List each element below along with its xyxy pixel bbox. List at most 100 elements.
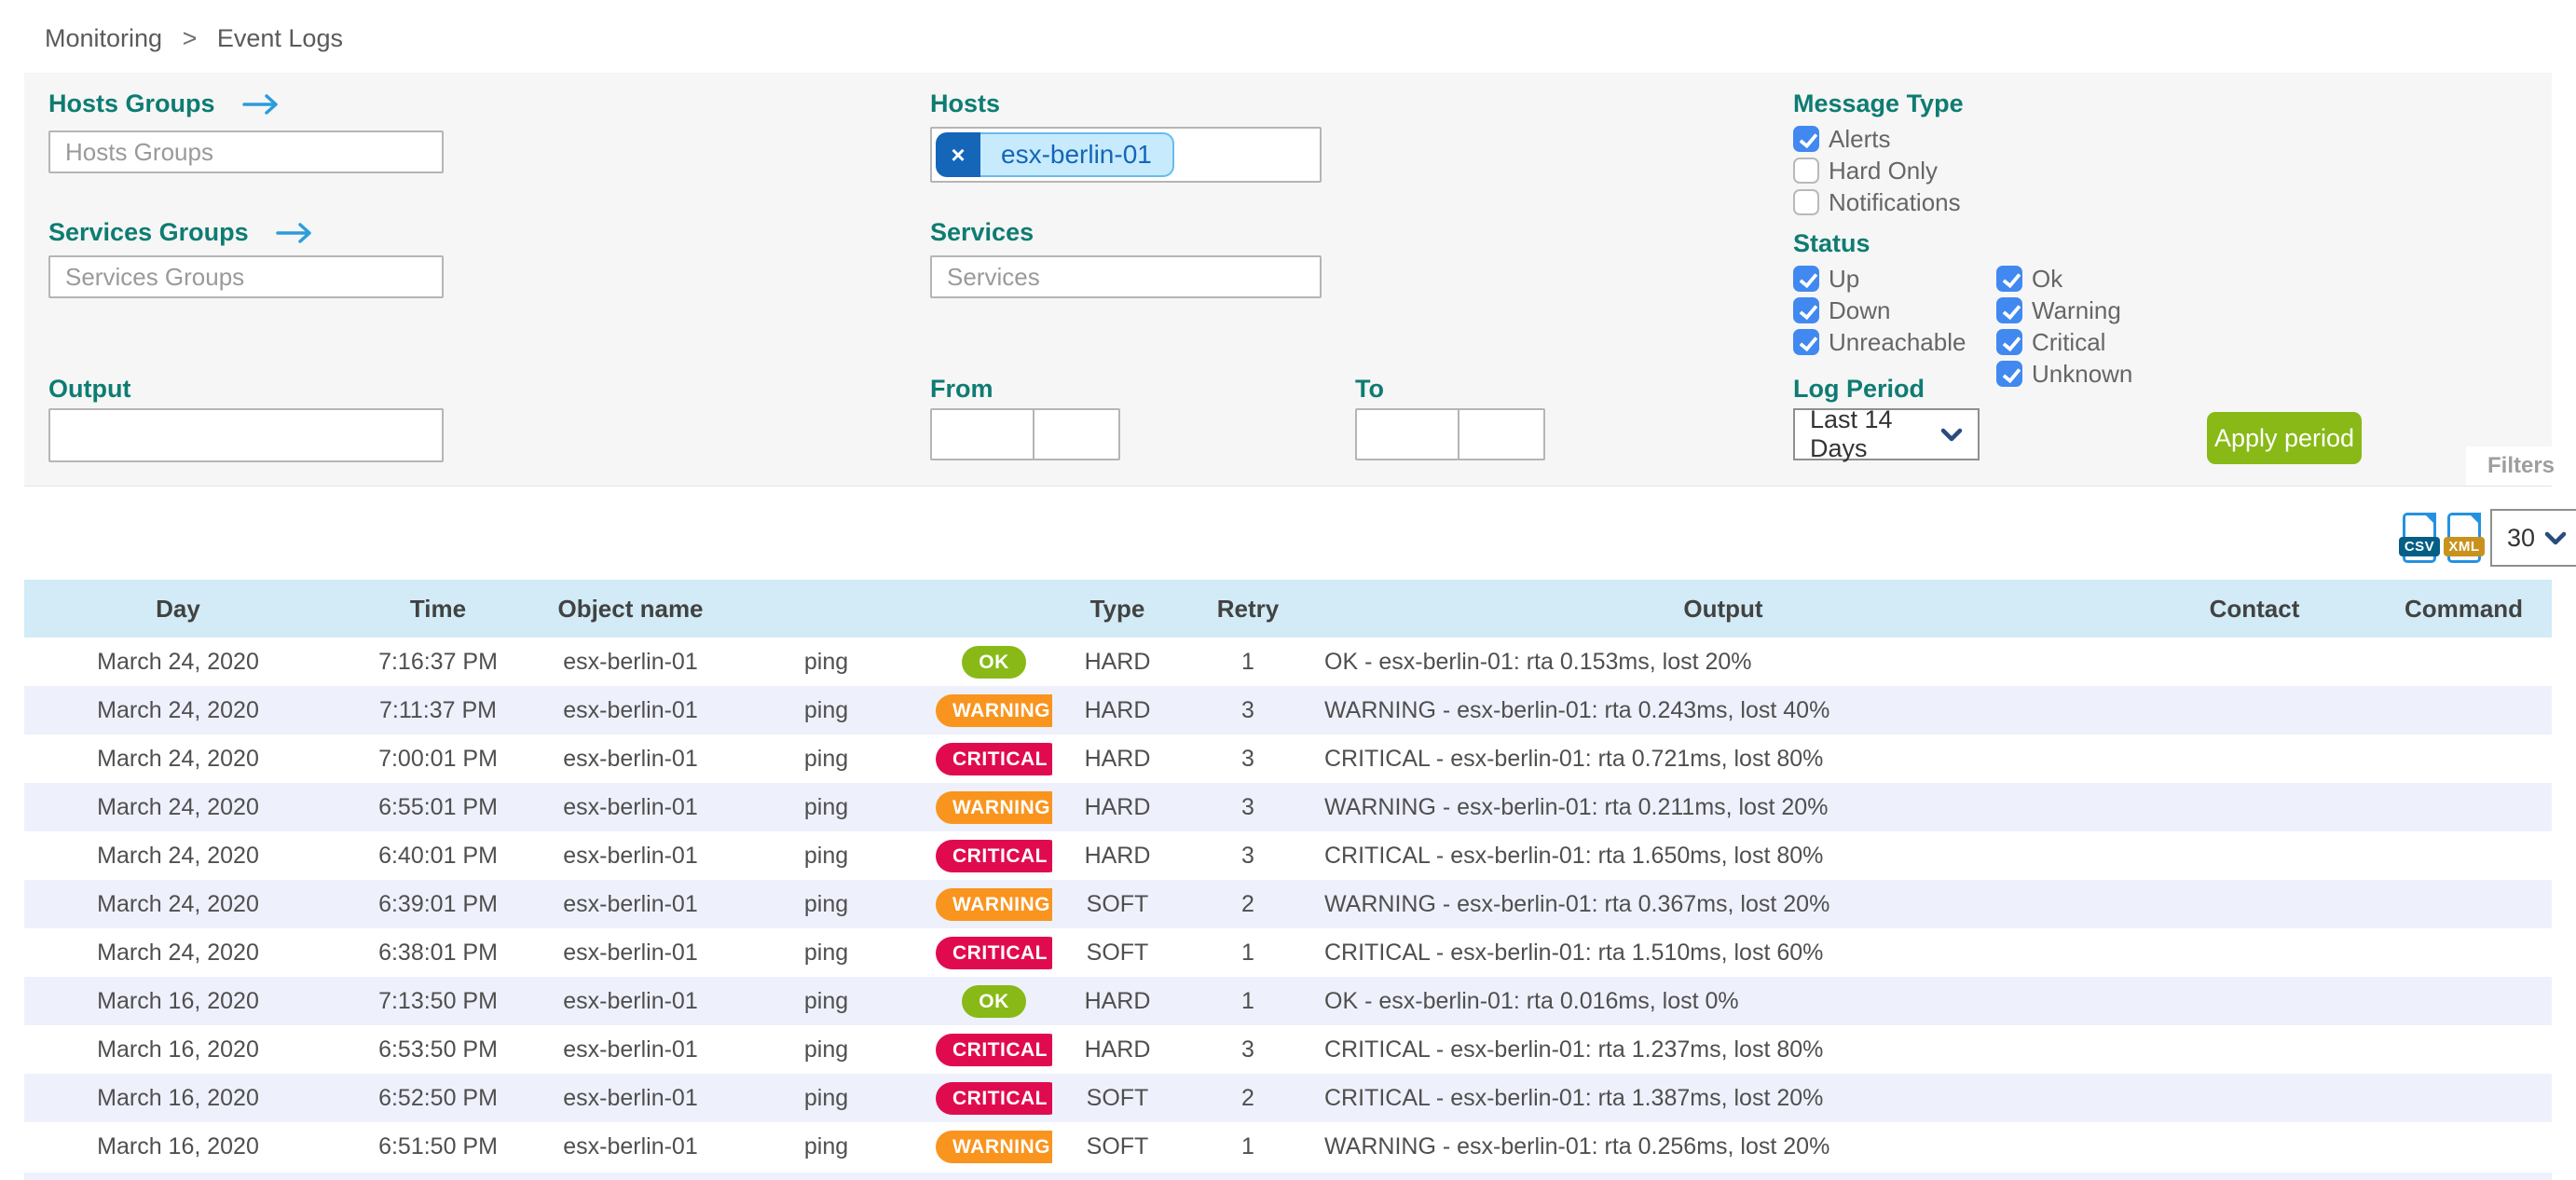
cell-retry: 1 xyxy=(1241,939,1254,966)
cell-service[interactable]: ping xyxy=(803,696,849,723)
cell-service[interactable]: ping xyxy=(803,793,849,820)
cell-object-name[interactable]: esx-berlin-01 xyxy=(563,1036,698,1063)
checkbox[interactable] xyxy=(1793,126,1819,152)
cell-object-name[interactable]: esx-berlin-01 xyxy=(563,1084,698,1111)
to-label: To xyxy=(1355,375,1384,403)
cell-retry: 3 xyxy=(1241,842,1254,869)
cell-retry: 3 xyxy=(1241,793,1254,820)
cell-output: WARNING - esx-berlin-01: rta 0.243ms, lo… xyxy=(1324,696,1830,723)
from-time-input[interactable] xyxy=(1033,408,1120,460)
cell-service[interactable]: ping xyxy=(803,939,849,966)
services-groups-label: Services Groups xyxy=(48,218,314,247)
cell-service[interactable]: ping xyxy=(803,1132,849,1159)
cell-output: OK - esx-berlin-01: rta 0.153ms, lost 20… xyxy=(1324,648,1752,675)
cell-object-name[interactable]: esx-berlin-01 xyxy=(563,987,698,1014)
message-type-group: Alerts Hard Only Notifications xyxy=(1793,124,1961,216)
partial-next-row xyxy=(24,1173,2552,1180)
breadcrumb-event-logs[interactable]: Event Logs xyxy=(216,24,343,52)
cell-object-name[interactable]: esx-berlin-01 xyxy=(563,939,698,966)
file-corner xyxy=(2423,513,2436,526)
checkbox-label: Down xyxy=(1829,295,1891,324)
table-row: March 16, 2020 7:13:50 PM esx-berlin-01 … xyxy=(24,977,2552,1025)
cell-contact xyxy=(2133,1025,2376,1074)
apply-period-button[interactable]: Apply period xyxy=(2207,412,2362,464)
cell-command xyxy=(2376,638,2552,686)
cell-day: March 24, 2020 xyxy=(97,793,259,820)
breadcrumb-monitoring[interactable]: Monitoring xyxy=(45,24,163,52)
log-period-value: Last 14 Days xyxy=(1810,405,1893,462)
services-groups-arrow-icon[interactable] xyxy=(275,221,314,245)
hosts-groups-input[interactable] xyxy=(48,130,444,173)
checkbox[interactable] xyxy=(1793,158,1819,184)
export-csv-icon[interactable]: CSV xyxy=(2399,513,2440,563)
checkbox-label: Critical xyxy=(2032,327,2106,356)
checkbox[interactable] xyxy=(1793,297,1819,323)
checkbox[interactable] xyxy=(1793,266,1819,292)
status-option: Warning xyxy=(1996,296,2132,324)
checkbox[interactable] xyxy=(1996,361,2022,387)
cell-type: SOFT xyxy=(1086,890,1149,917)
page-size-select[interactable]: 30 xyxy=(2490,509,2576,567)
status-option: Up xyxy=(1793,265,1966,293)
table-row: March 24, 2020 6:40:01 PM esx-berlin-01 … xyxy=(24,831,2552,880)
column-header: Contact xyxy=(2133,580,2376,638)
cell-service[interactable]: ping xyxy=(803,1036,849,1063)
cell-object-name[interactable]: esx-berlin-01 xyxy=(563,696,698,723)
hosts-input[interactable]: × esx-berlin-01 xyxy=(930,127,1322,183)
cell-service[interactable]: ping xyxy=(803,842,849,869)
export-xml-icon[interactable]: XML xyxy=(2444,513,2485,563)
output-input[interactable] xyxy=(48,408,444,462)
table-row: March 16, 2020 6:52:50 PM esx-berlin-01 … xyxy=(24,1074,2552,1122)
cell-service[interactable]: ping xyxy=(803,987,849,1014)
cell-output: OK - esx-berlin-01: rta 0.016ms, lost 0% xyxy=(1324,987,1739,1014)
checkbox-label: Ok xyxy=(2032,264,2063,293)
table-row: March 24, 2020 6:39:01 PM esx-berlin-01 … xyxy=(24,880,2552,928)
cell-object-name[interactable]: esx-berlin-01 xyxy=(563,745,698,772)
cell-type: HARD xyxy=(1084,842,1151,869)
file-corner xyxy=(2468,513,2481,526)
status-badge: CRITICAL xyxy=(936,742,1052,775)
checkbox[interactable] xyxy=(1996,329,2022,355)
hosts-groups-arrow-icon[interactable] xyxy=(241,92,281,117)
export-bar: CSV XML 30 xyxy=(2399,509,2576,567)
cell-service[interactable]: ping xyxy=(803,745,849,772)
checkbox-label: Alerts xyxy=(1829,124,1891,153)
cell-command xyxy=(2376,734,2552,783)
cell-service[interactable]: ping xyxy=(803,1084,849,1111)
cell-status: OK xyxy=(936,977,1052,1025)
cell-status: CRITICAL xyxy=(936,734,1052,783)
services-groups-input[interactable] xyxy=(48,255,444,298)
status-label: Status xyxy=(1793,229,1870,257)
cell-status: CRITICAL xyxy=(936,1074,1052,1122)
cell-output: WARNING - esx-berlin-01: rta 0.367ms, lo… xyxy=(1324,890,1830,917)
from-date-input[interactable] xyxy=(930,408,1035,460)
table-row: March 16, 2020 6:51:50 PM esx-berlin-01 … xyxy=(24,1122,2552,1171)
cell-service[interactable]: ping xyxy=(803,648,849,675)
cell-service[interactable]: ping xyxy=(803,890,849,917)
filters-tab[interactable]: Filters xyxy=(2466,446,2576,486)
checkbox[interactable] xyxy=(1793,329,1819,355)
cell-output: CRITICAL - esx-berlin-01: rta 1.510ms, l… xyxy=(1324,939,1824,966)
to-date-input[interactable] xyxy=(1355,408,1459,460)
output-label: Output xyxy=(48,375,131,403)
cell-time: 6:52:50 PM xyxy=(378,1084,498,1111)
status-option: Unreachable xyxy=(1793,328,1966,356)
cell-contact xyxy=(2133,977,2376,1025)
cell-status: WARNING xyxy=(936,1122,1052,1171)
checkbox[interactable] xyxy=(1996,297,2022,323)
host-chip: × esx-berlin-01 xyxy=(936,132,1174,177)
checkbox[interactable] xyxy=(1996,266,2022,292)
cell-contact xyxy=(2133,734,2376,783)
cell-time: 7:00:01 PM xyxy=(378,745,498,772)
cell-object-name[interactable]: esx-berlin-01 xyxy=(563,890,698,917)
log-period-select[interactable]: Last 14 Days xyxy=(1793,405,1980,462)
services-input[interactable] xyxy=(930,255,1322,298)
to-time-input[interactable] xyxy=(1458,408,1545,460)
chip-close-icon[interactable]: × xyxy=(936,132,980,177)
cell-output: CRITICAL - esx-berlin-01: rta 1.650ms, l… xyxy=(1324,842,1824,869)
cell-object-name[interactable]: esx-berlin-01 xyxy=(563,793,698,820)
cell-object-name[interactable]: esx-berlin-01 xyxy=(563,842,698,869)
cell-object-name[interactable]: esx-berlin-01 xyxy=(563,648,698,675)
checkbox[interactable] xyxy=(1793,189,1819,215)
cell-object-name[interactable]: esx-berlin-01 xyxy=(563,1132,698,1159)
